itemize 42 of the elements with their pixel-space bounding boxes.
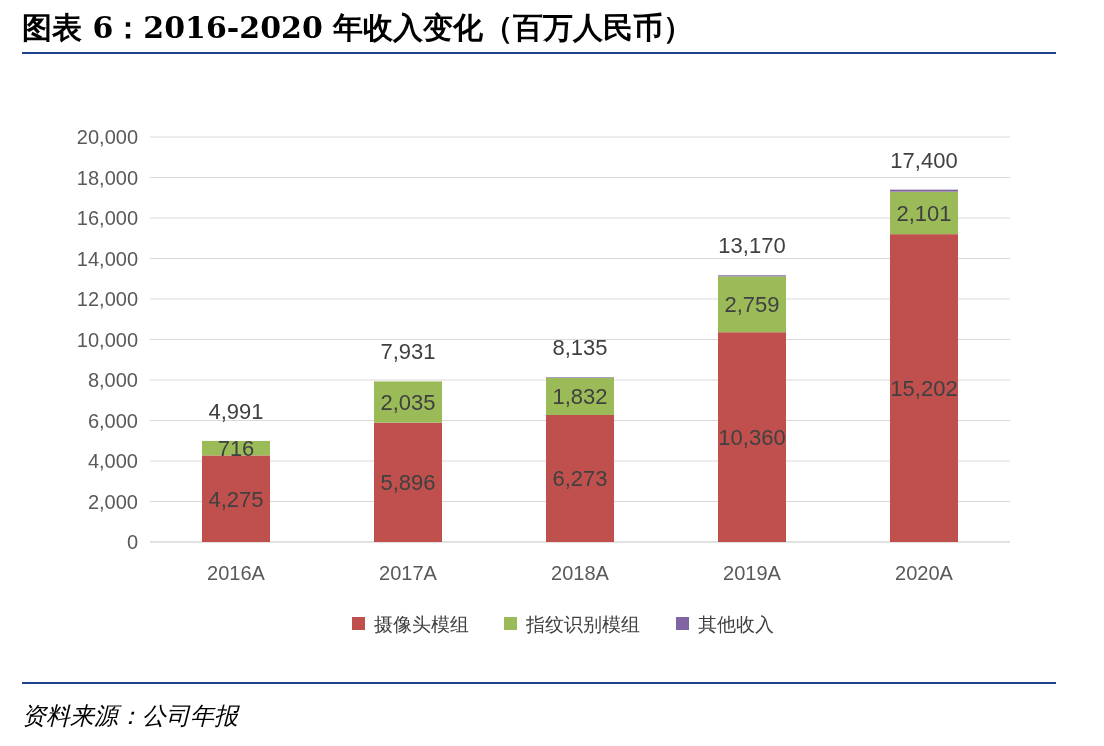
y-tick-label: 14,000 [76,247,138,270]
data-label: 1,832 [552,384,608,410]
y-tick-label: 16,000 [76,207,138,229]
x-tick-label: 2017A [379,562,438,584]
bar [374,422,442,542]
data-label: 10,360 [718,425,786,451]
y-tick-label: 10,000 [76,328,138,351]
total-label: 7,931 [380,339,436,365]
x-tick-label: 2016A [207,562,266,584]
data-label: 6,273 [552,466,608,492]
x-tick-label: 2019A [723,562,782,584]
data-label: 2,035 [380,390,436,415]
chart-title: 图表 6：2016-2020 年收入变化（百万人民币） [22,10,694,45]
total-label: 8,135 [552,335,608,361]
total-label: 13,170 [718,233,786,259]
data-label: 5,896 [380,470,436,496]
bar [718,276,786,333]
data-label: 2,101 [896,200,952,226]
bar [890,234,958,542]
bar [202,455,270,542]
bar [718,332,786,542]
y-tick-label: 0 [126,531,138,553]
y-tick-label: 6,000 [87,409,138,432]
data-label: 4,275 [208,486,264,512]
total-label: 4,991 [208,398,264,424]
x-tick-label: 2020A [895,562,954,584]
data-label: 716 [217,436,255,462]
legend-label: 其他收入 [698,614,774,635]
legend-label: 指纹识别模组 [525,614,640,635]
total-label: 17,400 [890,147,958,173]
y-tick-label: 20,000 [76,126,138,148]
bar [546,414,614,542]
data-label: 15,202 [890,376,958,402]
y-tick-label: 4,000 [87,450,138,472]
y-tick-label: 12,000 [76,288,138,310]
x-tick-label: 2018A [551,562,610,584]
text: 资料来源：公司年报 [22,702,240,730]
legend-label: 摄像头模组 [374,614,469,635]
data-label: 2,759 [724,292,780,318]
y-tick-label: 18,000 [76,166,138,189]
y-tick-label: 2,000 [87,490,138,513]
y-tick-label: 8,000 [87,369,138,391]
